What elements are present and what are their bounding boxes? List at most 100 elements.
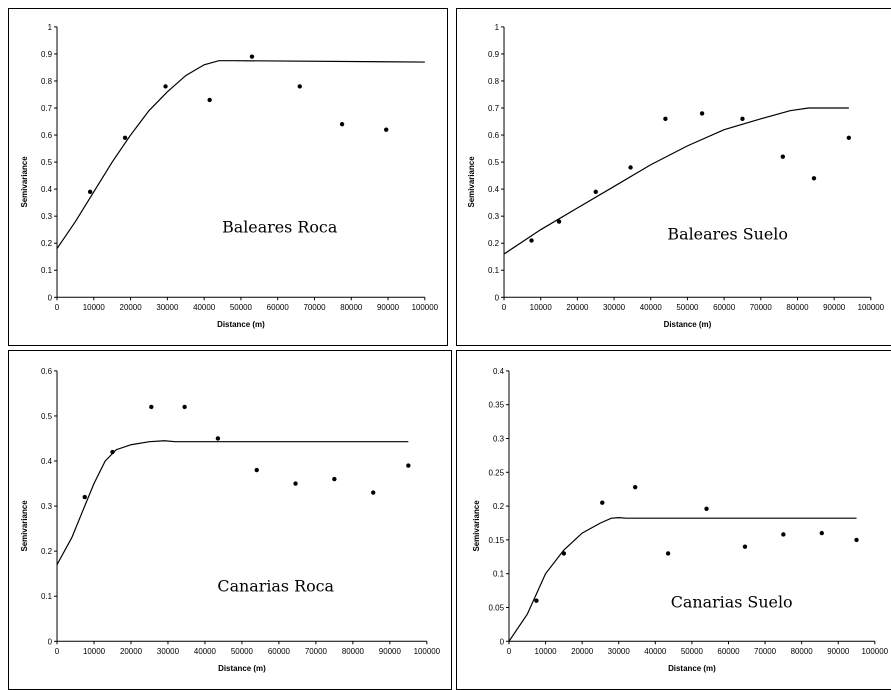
x-tick-label: 60000 [717,647,740,656]
x-tick-label: 50000 [230,303,253,312]
x-axis-title: Distance (m) [668,664,716,673]
chart-title: Canarias Suelo [671,592,793,611]
y-tick-label: 0.5 [41,158,53,167]
x-tick-label: 10000 [535,647,558,656]
y-tick-label: 0.2 [41,547,53,556]
y-tick-label: 0.25 [489,468,505,477]
data-point [811,176,817,181]
x-tick-label: 100000 [858,303,885,312]
y-tick-label: 0 [500,637,505,646]
data-point [406,463,411,468]
y-tick-label: 1 [495,23,500,32]
data-point [87,189,93,195]
data-point [149,404,154,410]
data-point [556,219,562,224]
y-tick-label: 1 [48,23,53,32]
x-tick-label: 40000 [644,647,667,656]
chart-svg: 0 0.05 0.1 0.15 0.2 0.25 0.3 0.35 0.4 0 10000 20000… [472,367,889,673]
data-point [593,189,598,195]
data-point [254,467,259,473]
x-tick-label: 20000 [566,303,589,312]
data-point [293,481,298,486]
x-tick-label: 40000 [640,303,663,312]
x-tick-label: 10000 [83,303,106,312]
x-tick-label: 60000 [267,303,290,312]
chart-title: Baleares Suelo [667,225,788,244]
x-axis-title: Distance (m) [217,320,265,329]
data-point [781,532,786,537]
x-tick-label: 90000 [823,303,846,312]
chart-baleares-suelo: 0 0.1 0.2 0.3 0.4 0.5 0.6 0.7 0.8 0.9 1 0 10000 20000… [456,8,891,346]
data-point [529,238,534,243]
x-tick-label: 70000 [303,303,326,312]
x-tick-label: 30000 [603,303,626,312]
chart-svg: 0 0.1 0.2 0.3 0.4 0.5 0.6 0.7 0.8 0.9 1 0 10000 20000… [20,23,439,329]
x-tick-label: 50000 [681,647,704,656]
data-point [780,154,785,159]
chart-canarias-roca: 0 0.1 0.2 0.3 0.4 0.5 0.6 0 10000 20000 30000 40000… [8,350,452,690]
x-tick-label: 100000 [412,303,439,312]
data-point [704,506,709,511]
y-tick-label: 0 [48,637,53,646]
x-tick-label: 100000 [862,647,889,656]
data-point [207,97,212,103]
data-point [163,84,168,89]
x-tick-label: 90000 [379,647,402,656]
y-tick-label: 0.9 [41,50,53,59]
y-tick-label: 0.4 [493,367,505,376]
y-tick-label: 0.5 [488,158,500,167]
x-tick-label: 10000 [83,647,106,656]
data-point [182,404,187,410]
y-tick-label: 0.9 [488,50,500,59]
y-tick-label: 0.4 [41,457,53,466]
x-tick-label: 50000 [231,647,254,656]
data-point [215,436,221,441]
x-tick-label: 0 [55,647,60,656]
x-tick-label: 70000 [754,647,777,656]
data-point [249,54,255,59]
y-tick-label: 0.4 [488,185,500,194]
y-tick-label: 0.8 [488,77,500,86]
x-tick-label: 20000 [120,303,143,312]
x-tick-label: 30000 [157,647,180,656]
x-tick-label: 100000 [414,647,441,656]
y-tick-label: 0 [495,293,500,302]
x-tick-label: 30000 [156,303,179,312]
x-tick-label: 80000 [786,303,809,312]
chart-svg: 0 0.1 0.2 0.3 0.4 0.5 0.6 0 10000 20000 30000 40000… [20,367,441,673]
y-tick-label: 0.2 [41,239,53,248]
y-tick-label: 0.8 [41,77,53,86]
chart-title: Baleares Roca [222,218,338,237]
x-tick-label: 0 [502,303,507,312]
y-axis-title: Semivariance [20,156,29,208]
y-tick-label: 0.1 [488,266,500,275]
data-point [122,135,128,140]
y-tick-label: 0 [48,293,53,302]
data-point [740,116,745,122]
chart-baleares-roca: 0 0.1 0.2 0.3 0.4 0.5 0.6 0.7 0.8 0.9 1 0 10000 20000… [8,8,448,346]
data-point [297,84,302,89]
data-point [665,551,671,556]
data-point [384,127,389,132]
x-tick-label: 0 [507,647,512,656]
data-point [854,537,859,543]
y-tick-label: 0.6 [41,367,53,376]
data-point [628,165,633,170]
x-tick-label: 60000 [268,647,291,656]
model-curve [56,60,425,249]
y-tick-label: 0.1 [493,570,505,579]
y-axis-title: Semivariance [467,156,476,208]
chart-title: Canarias Roca [217,577,334,596]
x-tick-label: 30000 [608,647,631,656]
x-tick-label: 70000 [750,303,773,312]
y-tick-label: 0.05 [489,603,505,612]
y-tick-label: 0.7 [488,104,500,113]
y-tick-label: 0.3 [41,212,53,221]
y-tick-label: 0.2 [488,239,500,248]
y-tick-label: 0.35 [489,401,505,410]
data-point [819,530,824,536]
x-axis-title: Distance (m) [664,320,712,329]
x-axis-title: Distance (m) [218,664,266,673]
x-tick-label: 60000 [713,303,736,312]
y-tick-label: 0.3 [493,434,505,443]
